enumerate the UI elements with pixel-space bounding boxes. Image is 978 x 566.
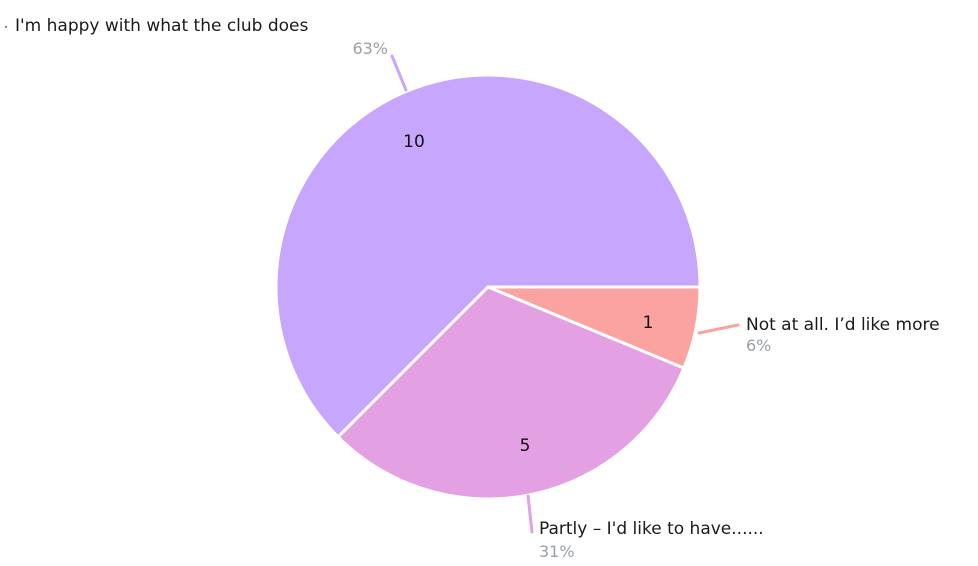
- value-label-partly: 5: [520, 436, 531, 456]
- category-label-happy: I'm happy with what the club does: [15, 16, 309, 36]
- slice-happy[interactable]: [274, 73, 702, 439]
- category-label-partly: Partly – I'd like to have......: [539, 519, 764, 539]
- leader-line-happy: [390, 54, 408, 92]
- percent-label-not-at-all: 6%: [746, 336, 771, 355]
- category-labels: I'm happy with what the club does 63% No…: [4, 16, 940, 561]
- leader-line-partly: [526, 494, 534, 534]
- value-labels: 10 1 5: [403, 132, 653, 456]
- pie-slices: [274, 73, 702, 501]
- percent-label-partly: 31%: [539, 542, 575, 561]
- leader-line-not-at-all: [697, 323, 740, 335]
- slice-partly[interactable]: [336, 285, 686, 501]
- category-label-not-at-all: Not at all. I’d like more: [746, 315, 940, 335]
- leader-lines: [390, 54, 740, 534]
- percent-label-happy: 63%: [352, 39, 388, 58]
- value-label-not-at-all: 1: [643, 313, 654, 333]
- legend-dot: [4, 25, 8, 29]
- value-label-happy: 10: [403, 132, 425, 152]
